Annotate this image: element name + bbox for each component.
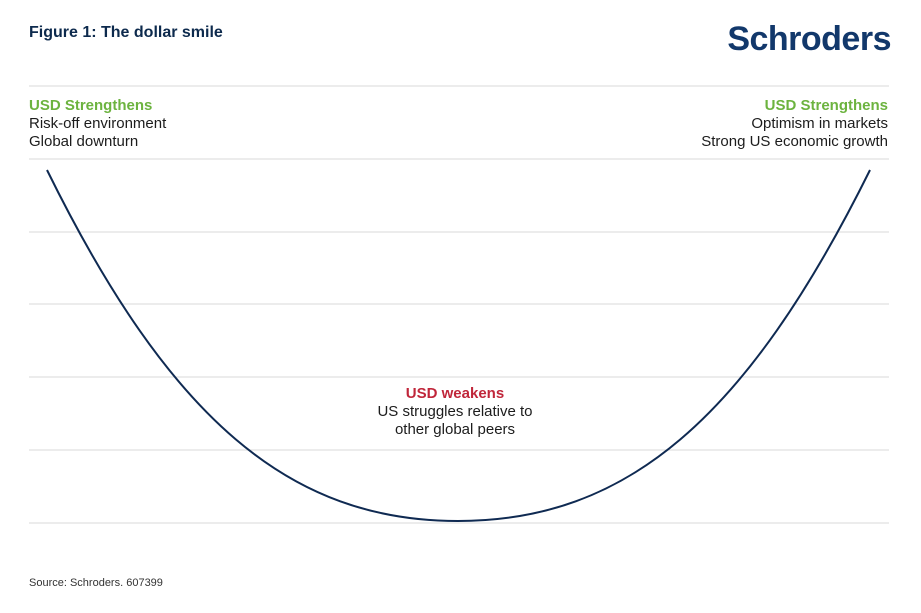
annotation-center-line2: other global peers (394, 421, 516, 438)
annotation-right-line2: Strong US economic growth (701, 133, 888, 150)
annotation-right-line1: Optimism in markets (751, 115, 888, 132)
source-note: Source: Schroders. 607399 (29, 577, 163, 589)
annotation-right-heading: USD Strengthens (764, 97, 888, 114)
annotation-center-heading: USD weakens (405, 385, 505, 402)
smile-curve (46, 169, 871, 523)
annotation-center-line1: US struggles relative to (377, 403, 533, 420)
annotation-center: USD weakens US struggles relative to oth… (377, 385, 532, 439)
annotation-left: USD Strengthens Risk-off environment Glo… (29, 97, 166, 151)
figure-title: Figure 1: The dollar smile (29, 24, 223, 41)
annotation-right: USD Strengthens Optimism in markets Stro… (701, 97, 888, 151)
gridlines (29, 85, 889, 524)
annotation-left-heading: USD Strengthens (29, 97, 153, 114)
annotation-left-line1: Risk-off environment (29, 115, 167, 132)
schroders-logo: Schroders (727, 20, 891, 58)
annotation-left-line2: Global downturn (29, 133, 139, 150)
